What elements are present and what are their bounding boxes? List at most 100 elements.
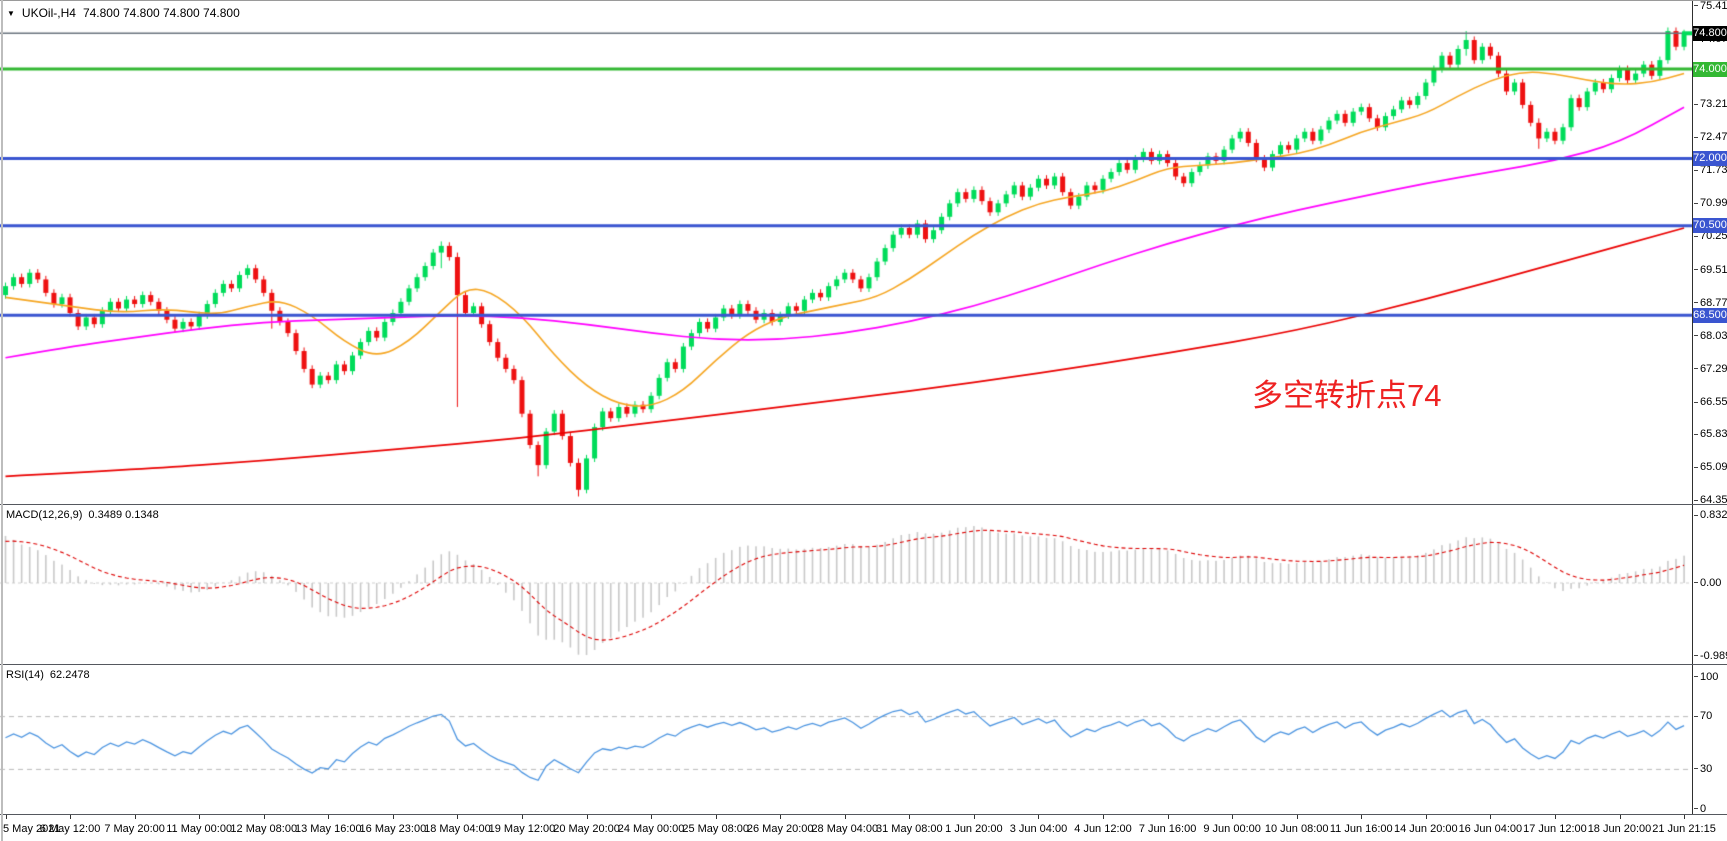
time-axis-label: 21 Jun 21:15 (1652, 823, 1716, 835)
time-axis-tick (457, 815, 459, 819)
time-axis-tick (263, 815, 265, 819)
symbol-dropdown-icon[interactable]: ▼ (7, 8, 15, 18)
macd-axis-tick: 0.00 (1694, 577, 1721, 590)
time-axis-label: 3 Jun 04:00 (1009, 823, 1068, 835)
price-axis[interactable]: 75.41074.67073.95073.21072.47071.73070.9… (1692, 0, 1727, 507)
time-axis-label: 11 May 00:00 (166, 823, 233, 835)
time-axis-tick (651, 815, 653, 819)
macd-axis: 0.8326 0.00 -0.9897 (1692, 505, 1727, 664)
time-axis-label: 6 May 12:00 (39, 823, 101, 835)
price-axis-tick: 70.250 (1694, 230, 1727, 243)
time-axis-label: 28 May 04:00 (811, 823, 879, 835)
time-axis-label: 24 May 00:00 (617, 823, 685, 835)
price-axis-tick: 71.730 (1694, 164, 1727, 177)
time-axis-tick (586, 815, 588, 819)
price-axis-tick: 68.030 (1694, 330, 1727, 343)
time-axis-tick (715, 815, 717, 819)
time-axis-label: 25 May 08:00 (682, 823, 749, 835)
time-axis-tick (1684, 815, 1686, 819)
time-axis-tick (70, 815, 72, 819)
time-axis-tick (134, 815, 136, 819)
time-axis-label: 31 May 08:00 (876, 823, 943, 835)
price-axis-tick: 65.090 (1694, 461, 1727, 474)
time-axis-label: 16 May 23:00 (359, 823, 427, 835)
time-axis-tick (5, 815, 7, 819)
price-axis-tick: 73.210 (1694, 98, 1727, 111)
time-axis-tick (1038, 815, 1040, 819)
time-axis-label: 20 May 20:00 (553, 823, 620, 835)
time-axis-tick (780, 815, 782, 819)
time-axis-tick (844, 815, 846, 819)
hline-price-label: 70.500 (1693, 218, 1727, 234)
price-axis-tick: 67.290 (1694, 363, 1727, 376)
time-axis-label: 18 Jun 20:00 (1587, 823, 1652, 835)
price-axis-tick: 70.990 (1694, 197, 1727, 210)
time-axis-label: 12 May 08:00 (230, 823, 298, 835)
time-axis-label: 11 Jun 16:00 (1329, 823, 1393, 835)
hline-price-label: 74.000 (1693, 61, 1727, 77)
time-axis-label: 7 May 20:00 (104, 823, 165, 835)
price-axis-tick: 72.470 (1694, 131, 1727, 144)
current-price-label: 74.800 (1693, 25, 1727, 41)
time-axis-tick (328, 815, 330, 819)
macd-axis-tick: 0.8326 (1694, 509, 1727, 522)
rsi-axis-tick: 100 (1694, 671, 1718, 684)
window-left-edge (1, 0, 3, 841)
time-axis-label: 9 Jun 00:00 (1203, 823, 1261, 835)
rsi-axis: 100 70 30 0 (1692, 665, 1727, 816)
hline-price-label: 72.000 (1693, 151, 1727, 167)
macd-values: 0.3489 0.1348 (88, 509, 159, 521)
price-axis-tick: 75.410 (1694, 0, 1727, 13)
rsi-axis-tick: 0 (1694, 803, 1706, 816)
time-axis-tick (392, 815, 394, 819)
time-axis-label: 13 May 16:00 (294, 823, 362, 835)
main-chart-panel: ▼ UKOil-,H4 74.800 74.800 74.800 74.800 … (0, 0, 1727, 505)
time-axis-label: 7 Jun 16:00 (1138, 823, 1197, 835)
time-axis-label: 1 Jun 20:00 (945, 823, 1003, 835)
time-axis-tick (1296, 815, 1298, 819)
time-axis-label: 19 May 12:00 (488, 823, 556, 835)
hline-price-label: 68.500 (1693, 307, 1727, 323)
ohlc-readout: 74.800 74.800 74.800 74.800 (82, 6, 240, 20)
time-axis-tick (1554, 815, 1556, 819)
time-axis-label: 10 Jun 08:00 (1264, 823, 1329, 835)
macd-axis-tick: -0.9897 (1694, 650, 1727, 663)
macd-name: MACD(12,26,9) (6, 509, 83, 521)
time-axis-tick (909, 815, 911, 819)
macd-canvas[interactable] (0, 505, 1692, 664)
rsi-panel: RSI(14) 62.2478 100 70 30 0 (0, 665, 1727, 815)
price-axis-tick: 69.510 (1694, 264, 1727, 277)
main-chart-canvas[interactable] (0, 1, 1692, 504)
time-axis-tick (1232, 815, 1234, 819)
rsi-name: RSI(14) (6, 669, 44, 681)
macd-panel: MACD(12,26,9) 0.3489 0.1348 0.8326 0.00 -0… (0, 505, 1727, 665)
time-axis-tick (1425, 815, 1427, 819)
time-axis-label: 17 Jun 12:00 (1523, 823, 1587, 835)
rsi-canvas[interactable] (0, 665, 1692, 814)
macd-indicator-label: MACD(12,26,9) 0.3489 0.1348 (6, 509, 159, 521)
time-axis-tick (973, 815, 975, 819)
chart-title-bar: ▼ UKOil-,H4 74.800 74.800 74.800 74.800 (7, 6, 240, 20)
price-axis-tick: 68.770 (1694, 297, 1727, 310)
time-axis-label: 14 Jun 20:00 (1394, 823, 1458, 835)
time-axis-tick (1490, 815, 1492, 819)
rsi-indicator-label: RSI(14) 62.2478 (6, 669, 90, 681)
time-axis-tick (1619, 815, 1621, 819)
rsi-value: 62.2478 (49, 669, 90, 681)
time-axis-label: 16 Jun 04:00 (1458, 823, 1523, 835)
time-axis-tick (1167, 815, 1169, 819)
time-axis-label: 26 May 20:00 (746, 823, 814, 835)
time-axis-tick (199, 815, 201, 819)
time-axis-tick (1361, 815, 1363, 819)
time-axis-tick (521, 815, 523, 819)
rsi-axis-tick: 70 (1694, 710, 1712, 723)
time-axis-tick (1103, 815, 1105, 819)
time-axis-label: 4 Jun 12:00 (1074, 823, 1132, 835)
time-axis[interactable]: 5 May 2021 6 May 12:00 7 May 20:00 11 May 0… (0, 815, 1727, 841)
price-axis-tick: 65.830 (1694, 428, 1727, 441)
rsi-axis-tick: 30 (1694, 763, 1712, 776)
time-axis-label: 18 May 04:00 (424, 823, 491, 835)
price-axis-tick: 64.350 (1694, 494, 1727, 507)
trend-annotation-text: 多空转折点74 (1252, 378, 1442, 413)
